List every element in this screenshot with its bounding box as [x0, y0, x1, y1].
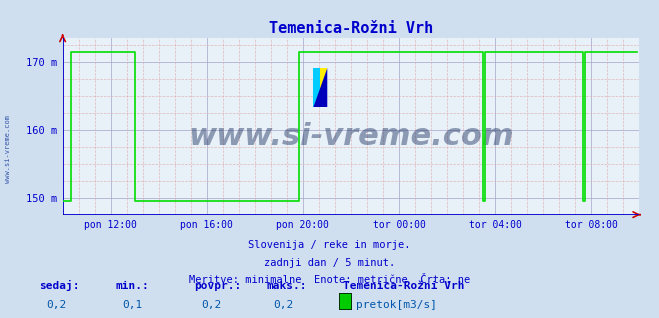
- Text: pretok[m3/s]: pretok[m3/s]: [356, 300, 437, 310]
- Text: 0,2: 0,2: [46, 300, 67, 310]
- Polygon shape: [314, 68, 328, 107]
- Text: zadnji dan / 5 minut.: zadnji dan / 5 minut.: [264, 258, 395, 267]
- Text: maks.:: maks.:: [267, 281, 307, 291]
- Text: Temenica-Rožni Vrh: Temenica-Rožni Vrh: [343, 281, 464, 291]
- Text: sedaj:: sedaj:: [40, 280, 80, 291]
- Text: Slovenija / reke in morje.: Slovenija / reke in morje.: [248, 240, 411, 250]
- Text: 0,1: 0,1: [122, 300, 142, 310]
- FancyBboxPatch shape: [314, 68, 320, 107]
- Text: min.:: min.:: [115, 281, 149, 291]
- FancyBboxPatch shape: [314, 68, 328, 107]
- Text: 0,2: 0,2: [201, 300, 221, 310]
- Text: povpr.:: povpr.:: [194, 281, 242, 291]
- Text: www.si-vreme.com: www.si-vreme.com: [188, 122, 514, 151]
- Text: 0,2: 0,2: [273, 300, 294, 310]
- Text: www.si-vreme.com: www.si-vreme.com: [5, 115, 11, 183]
- Title: Temenica-Rožni Vrh: Temenica-Rožni Vrh: [269, 21, 433, 36]
- Text: Meritve: minimalne  Enote: metrične  Črta: ne: Meritve: minimalne Enote: metrične Črta:…: [189, 275, 470, 285]
